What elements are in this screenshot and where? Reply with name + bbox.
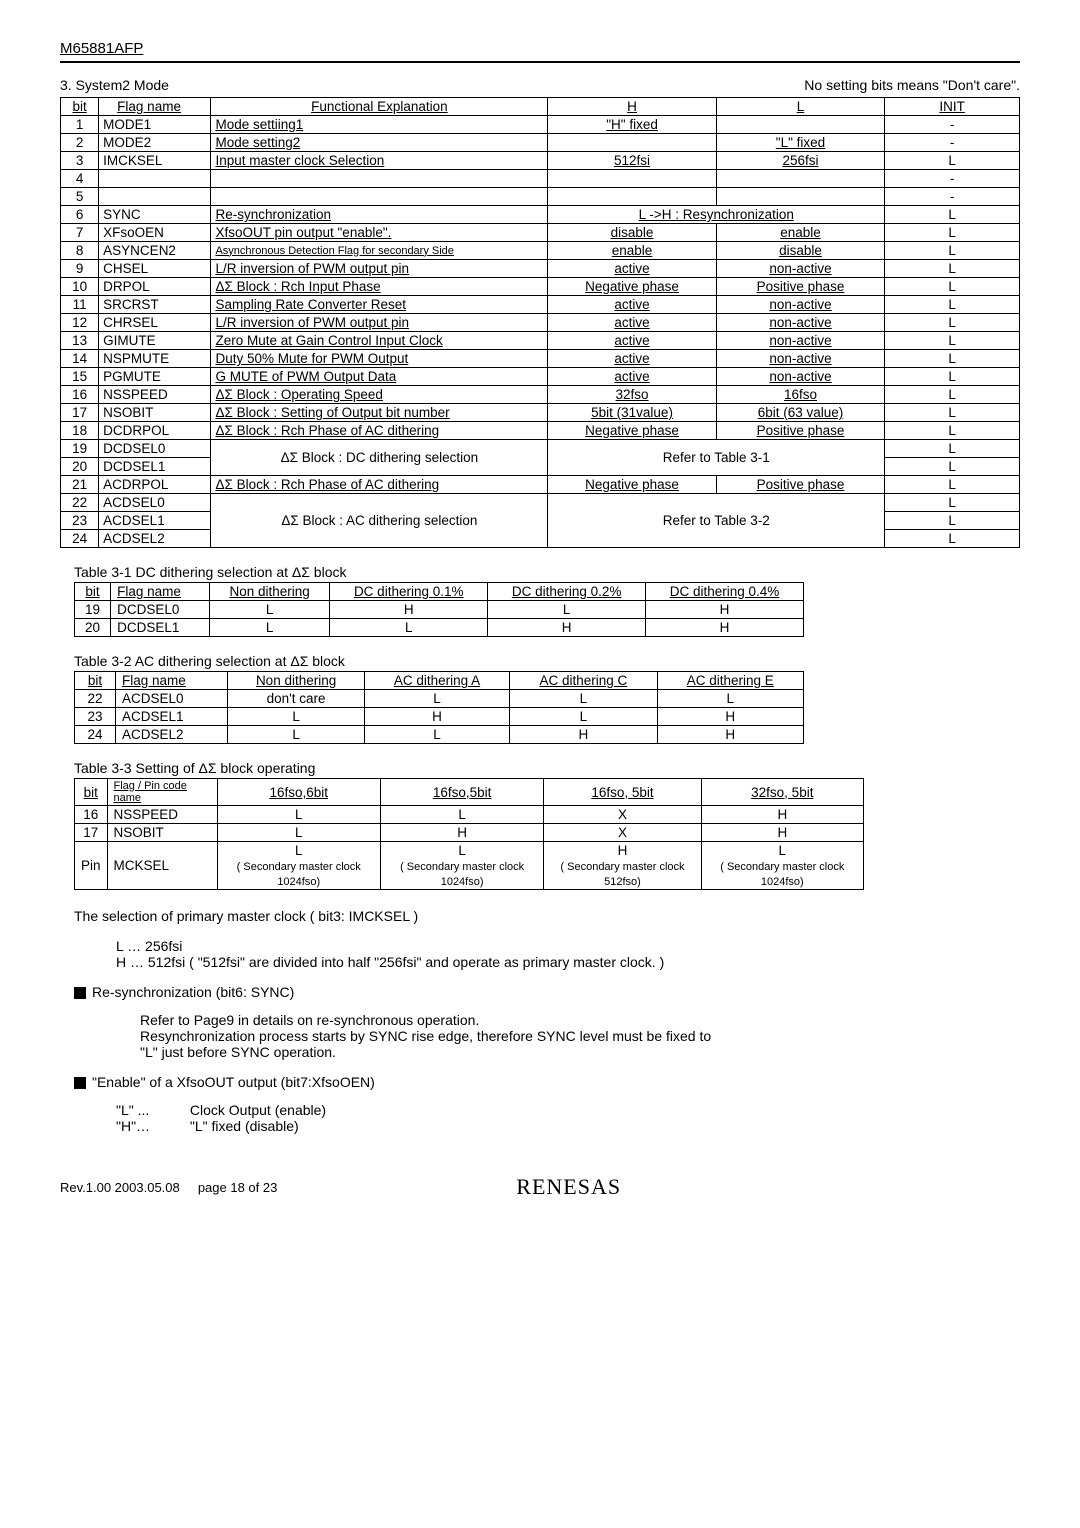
col-init: INIT bbox=[885, 98, 1020, 116]
cell: L( Secondary master clock 1024fso) bbox=[380, 842, 543, 890]
cell: L bbox=[885, 530, 1020, 548]
table-row: 18DCDRPOLΔΣ Block : Rch Phase of AC dith… bbox=[61, 422, 1020, 440]
renesas-logo: RENESAS bbox=[516, 1174, 621, 1200]
cell: 20 bbox=[61, 458, 99, 476]
cell: ACDSEL2 bbox=[99, 530, 211, 548]
cell: DCDSEL1 bbox=[99, 458, 211, 476]
col-h: H bbox=[548, 98, 716, 116]
t32-caption: Table 3-2 AC dithering selection at ΔΣ b… bbox=[74, 653, 1020, 669]
header-rule bbox=[60, 61, 1020, 63]
table-header-row: bit Flag name Functional Explanation H L… bbox=[61, 98, 1020, 116]
para-imcksel: The selection of primary master clock ( … bbox=[74, 908, 1020, 924]
cell: L bbox=[885, 458, 1020, 476]
cell: ΔΣ Block : AC dithering selection bbox=[211, 494, 548, 548]
cell: ACDSEL1 bbox=[99, 512, 211, 530]
text-line: Resynchronization process starts by SYNC… bbox=[140, 1028, 1020, 1044]
table-row: 6SYNCRe-synchronizationL ->H : Resynchro… bbox=[61, 206, 1020, 224]
para-l: L … 256fsi bbox=[116, 938, 1020, 954]
cell: L bbox=[885, 476, 1020, 494]
table-row: 8ASYNCEN2Asynchronous Detection Flag for… bbox=[61, 242, 1020, 260]
table-row: 17NSOBITΔΣ Block : Setting of Output bit… bbox=[61, 404, 1020, 422]
t33-table: bitFlag / Pin code name16fso,6bit16fso,5… bbox=[74, 778, 864, 890]
cell: Negative phase bbox=[548, 476, 716, 494]
cell: Pin bbox=[75, 842, 108, 890]
t31-caption: Table 3-1 DC dithering selection at ΔΣ b… bbox=[74, 564, 1020, 580]
cell: ACDSEL0 bbox=[99, 494, 211, 512]
cell: ΔΣ Block : Rch Phase of AC dithering bbox=[211, 476, 548, 494]
label-h: "H"… bbox=[116, 1118, 186, 1134]
table-row: 7XFsoOENXfsoOUT pin output "enable".disa… bbox=[61, 224, 1020, 242]
note-right: No setting bits means "Don't care". bbox=[804, 77, 1020, 93]
bullet-xfso: "Enable" of a XfsoOUT output (bit7:XfsoO… bbox=[74, 1074, 1020, 1090]
table-row: 22 ACDSEL0 ΔΣ Block : AC dithering selec… bbox=[61, 494, 1020, 512]
t33-caption: Table 3-3 Setting of ΔΣ block operating bbox=[74, 760, 1020, 776]
footer-rev: Rev.1.00 2003.05.08 bbox=[60, 1180, 180, 1195]
footer-page: page 18 of 23 bbox=[198, 1180, 278, 1195]
col-l: L bbox=[716, 98, 884, 116]
cell: L bbox=[885, 494, 1020, 512]
square-icon bbox=[74, 987, 86, 999]
cell: L( Secondary master clock 1024fso) bbox=[217, 842, 380, 890]
table-row: 1MODE1Mode settiing1"H" fixed- bbox=[61, 116, 1020, 134]
part-number: M65881AFP bbox=[60, 40, 1020, 57]
bullet-sync: Re-synchronization (bit6: SYNC) bbox=[74, 984, 1020, 1000]
cell: L bbox=[885, 440, 1020, 458]
table-row: 4- bbox=[61, 170, 1020, 188]
main-table: bit Flag name Functional Explanation H L… bbox=[60, 97, 1020, 548]
para-h: H … 512fsi ( "512fsi" are divided into h… bbox=[116, 954, 1020, 970]
cell: Positive phase bbox=[716, 476, 884, 494]
table-row: 14NSPMUTEDuty 50% Mute for PWM Outputact… bbox=[61, 350, 1020, 368]
table-row: 9CHSELL/R inversion of PWM output pinact… bbox=[61, 260, 1020, 278]
table-row: 12CHRSELL/R inversion of PWM output pina… bbox=[61, 314, 1020, 332]
table-row: 10DRPOLΔΣ Block : Rch Input PhaseNegativ… bbox=[61, 278, 1020, 296]
cell: Refer to Table 3-2 bbox=[548, 494, 885, 548]
table-row: 11SRCRSTSampling Rate Converter Resetact… bbox=[61, 296, 1020, 314]
page-footer: Rev.1.00 2003.05.08 page 18 of 23 RENESA… bbox=[60, 1174, 1020, 1200]
cell: Refer to Table 3-1 bbox=[548, 440, 885, 476]
desc-h: "L" fixed (disable) bbox=[190, 1118, 299, 1134]
col-bit: bit bbox=[61, 98, 99, 116]
col-flag: Flag name bbox=[99, 98, 211, 116]
cell: ΔΣ Block : DC dithering selection bbox=[211, 440, 548, 476]
table-row: 5- bbox=[61, 188, 1020, 206]
label-l: "L" ... bbox=[116, 1102, 186, 1118]
cell: L bbox=[885, 512, 1020, 530]
t31-table: bitFlag nameNon ditheringDC dithering 0.… bbox=[74, 582, 804, 637]
cell: ACDRPOL bbox=[99, 476, 211, 494]
cell: 24 bbox=[61, 530, 99, 548]
table-row: 16NSSPEEDΔΣ Block : Operating Speed32fso… bbox=[61, 386, 1020, 404]
bullet-title: Re-synchronization (bit6: SYNC) bbox=[92, 984, 294, 1000]
table-row: 15PGMUTEG MUTE of PWM Output Dataactiven… bbox=[61, 368, 1020, 386]
cell: 22 bbox=[61, 494, 99, 512]
table-row: 21 ACDRPOL ΔΣ Block : Rch Phase of AC di… bbox=[61, 476, 1020, 494]
cell: DCDSEL0 bbox=[99, 440, 211, 458]
table-row: 13GIMUTEZero Mute at Gain Control Input … bbox=[61, 332, 1020, 350]
cell: H( Secondary master clock 512fso) bbox=[544, 842, 701, 890]
text-line: Refer to Page9 in details on re-synchron… bbox=[140, 1012, 1020, 1028]
cell: 21 bbox=[61, 476, 99, 494]
cell: 19 bbox=[61, 440, 99, 458]
t32-table: bitFlag nameNon ditheringAC dithering AA… bbox=[74, 671, 804, 744]
cell: 23 bbox=[61, 512, 99, 530]
cell: MCKSEL bbox=[107, 842, 217, 890]
table-row: 2MODE2Mode setting2"L" fixed- bbox=[61, 134, 1020, 152]
square-icon bbox=[74, 1077, 86, 1089]
text-line: "L" just before SYNC operation. bbox=[140, 1044, 1020, 1060]
section-title: 3. System2 Mode bbox=[60, 77, 169, 93]
col-func: Functional Explanation bbox=[211, 98, 548, 116]
desc-l: Clock Output (enable) bbox=[190, 1102, 326, 1118]
table-row: 3IMCKSELInput master clock Selection512f… bbox=[61, 152, 1020, 170]
table-row: Pin MCKSEL L( Secondary master clock 102… bbox=[75, 842, 864, 890]
section-top-row: 3. System2 Mode No setting bits means "D… bbox=[60, 77, 1020, 93]
cell: L( Secondary master clock 1024fso) bbox=[701, 842, 863, 890]
table-row: 19 DCDSEL0 ΔΣ Block : DC dithering selec… bbox=[61, 440, 1020, 458]
bullet-title: "Enable" of a XfsoOUT output (bit7:XfsoO… bbox=[92, 1074, 375, 1090]
